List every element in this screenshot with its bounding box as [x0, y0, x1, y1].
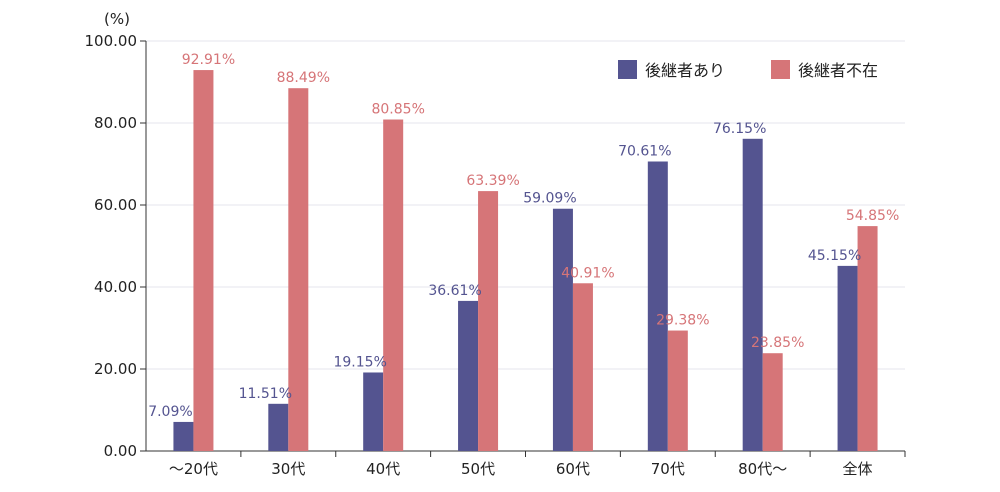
bar-series-2 [762, 353, 783, 451]
bar-series-2 [288, 88, 309, 451]
bar-series-2 [193, 70, 214, 451]
x-category-label: 60代 [556, 460, 590, 478]
data-label-series-2: 92.91% [182, 52, 235, 68]
bar-series-1 [268, 403, 289, 451]
y-tick-label: 100.00 [85, 32, 138, 50]
data-label-series-1: 19.15% [333, 354, 386, 370]
bar-series-1 [552, 208, 573, 451]
x-category-label: 全体 [843, 460, 873, 478]
bar-series-2 [478, 191, 499, 451]
bar-series-2 [383, 119, 404, 451]
x-category-label: ～20代 [169, 460, 218, 478]
data-label-series-1: 11.51% [239, 386, 292, 402]
bar-series-1 [363, 372, 384, 451]
y-tick-label: 40.00 [94, 278, 137, 296]
bar-series-2 [572, 283, 593, 451]
legend-label-series-1: 後継者あり [645, 61, 725, 80]
data-label-series-2: 63.39% [466, 173, 519, 189]
data-label-series-1: 7.09% [148, 404, 192, 420]
x-category-label: 80代～ [738, 460, 787, 478]
data-label-series-2: 80.85% [371, 102, 424, 118]
legend-swatch-series-2 [771, 60, 790, 79]
data-label-series-2: 29.38% [656, 313, 709, 329]
data-label-series-1: 36.61% [428, 283, 481, 299]
y-tick-label: 60.00 [94, 196, 137, 214]
bar-series-1 [837, 265, 858, 451]
bar-series-1 [742, 138, 763, 451]
legend: 後継者あり 後継者不在 [618, 60, 878, 80]
y-tick-label: 80.00 [94, 114, 137, 132]
bar-series-1 [458, 300, 479, 451]
data-label-series-1: 59.09% [523, 191, 576, 207]
data-labels: 7.09% 11.51% 19.15% 36.61% 59.09% 70.61% 76.15… [148, 52, 899, 420]
y-axis-unit-label: (%) [104, 10, 130, 28]
data-label-series-2: 54.85% [846, 208, 899, 224]
legend-swatch-series-1 [618, 60, 637, 79]
bar-series-1 [173, 421, 194, 451]
x-category-label: 40代 [366, 460, 400, 478]
data-label-series-2: 23.85% [751, 335, 804, 351]
x-category-label: 70代 [651, 460, 685, 478]
data-label-series-1: 76.15% [713, 121, 766, 137]
bars [173, 70, 878, 451]
bar-series-2 [857, 226, 878, 451]
data-label-series-2: 88.49% [277, 70, 330, 86]
x-category-label: 50代 [461, 460, 495, 478]
legend-label-series-2: 後継者不在 [798, 61, 878, 80]
bar-series-1 [647, 161, 668, 451]
bar-series-2 [667, 330, 688, 451]
x-category-label: 30代 [271, 460, 305, 478]
data-label-series-2: 40.91% [561, 265, 614, 281]
data-label-series-1: 45.15% [808, 248, 861, 264]
data-label-series-1: 70.61% [618, 143, 671, 159]
y-tick-label: 20.00 [94, 360, 137, 378]
y-tick-label: 0.00 [104, 442, 137, 460]
